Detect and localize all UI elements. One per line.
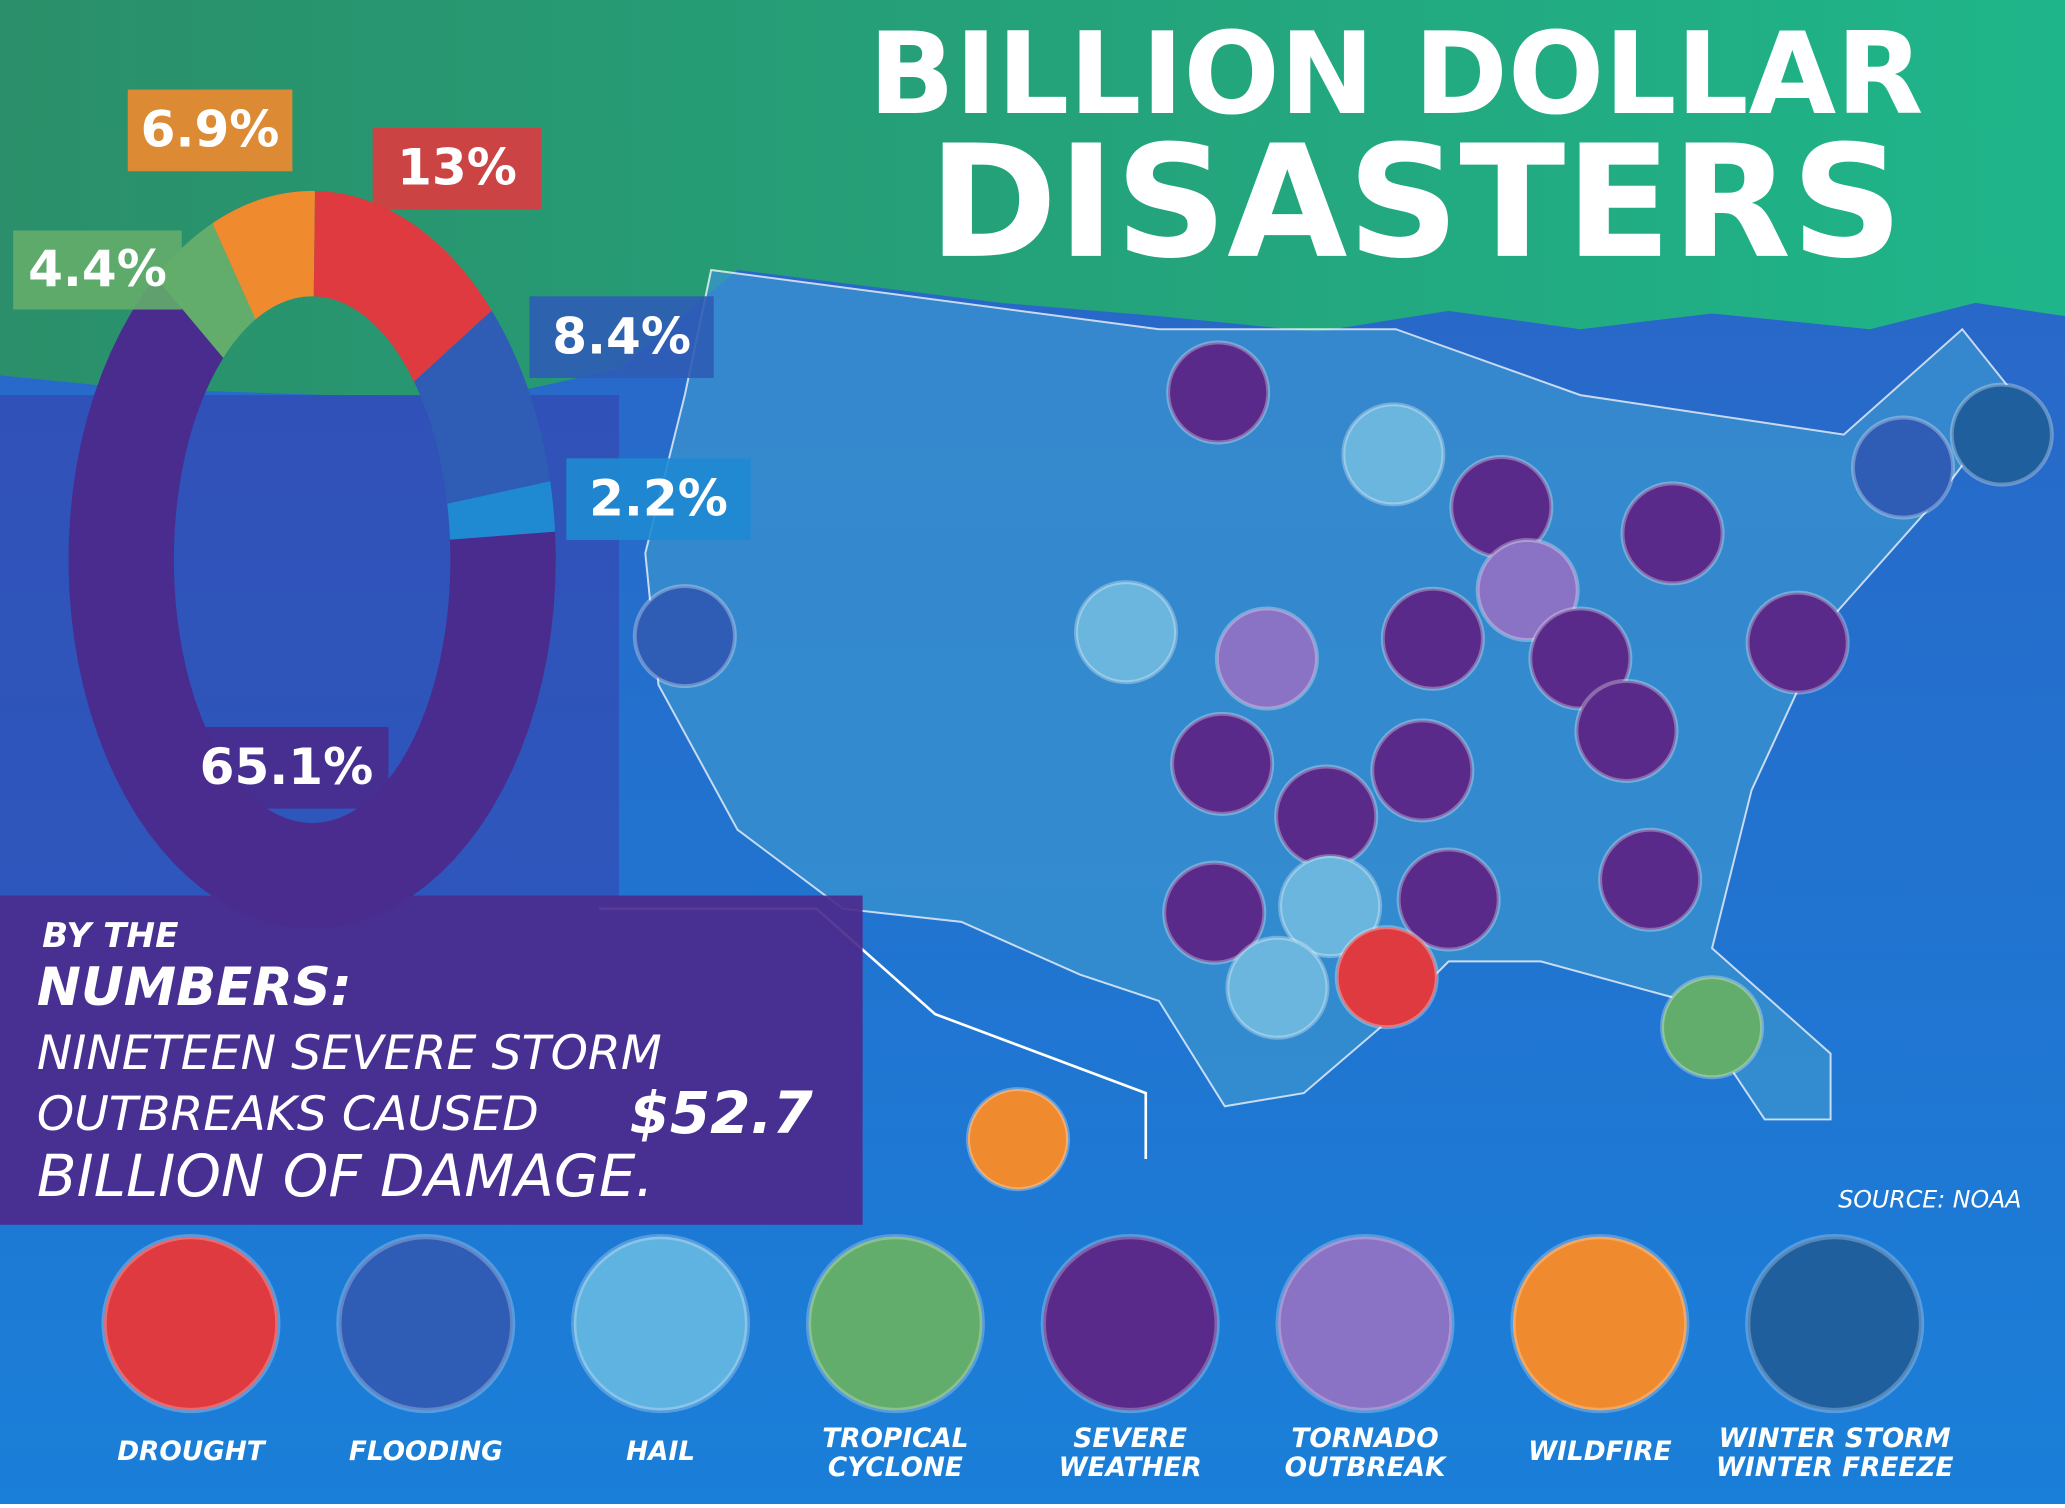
map-marker — [1850, 415, 1956, 520]
kicker: BY THE — [42, 916, 178, 956]
map-marker — [965, 1087, 1071, 1192]
legend-label: DROUGHT — [117, 1437, 267, 1467]
value-label-box — [529, 296, 714, 378]
map-marker — [1214, 606, 1319, 711]
legend-label: WINTER FREEZE — [1716, 1453, 1954, 1483]
legend-icon — [1040, 1234, 1220, 1414]
legend-icon — [1275, 1234, 1455, 1414]
value-label-box — [566, 458, 751, 540]
donut-slice — [447, 481, 556, 540]
legend-icon — [571, 1234, 751, 1414]
map-marker — [1620, 481, 1725, 586]
legend-icon — [336, 1234, 516, 1414]
legend-label: WINTER STORM — [1719, 1424, 1951, 1454]
map-marker — [1574, 678, 1679, 783]
map-marker — [1334, 925, 1439, 1030]
kicker: NUMBERS: — [37, 957, 352, 1018]
legend-label: TORNADO — [1291, 1424, 1438, 1454]
map-marker — [1528, 606, 1633, 711]
headline-line: OUTBREAKS CAUSED — [37, 1087, 539, 1142]
headline-line: BILLION OF DAMAGE. — [37, 1142, 654, 1210]
source: SOURCE: NOAA — [1838, 1186, 2021, 1214]
map-marker — [1170, 711, 1275, 816]
legend-label: WEATHER — [1059, 1453, 1202, 1483]
map-marker — [632, 584, 737, 689]
value-label: 65.1% — [200, 738, 374, 796]
legend-label: HAIL — [626, 1437, 695, 1467]
value-label-box — [372, 127, 542, 210]
headline-line: NINETEEN SEVERE STORM — [37, 1026, 662, 1081]
legend-label: CYCLONE — [828, 1453, 963, 1483]
map-marker — [1073, 580, 1179, 685]
map-marker — [1278, 854, 1383, 959]
map-marker — [1380, 586, 1485, 691]
donut-slice — [313, 190, 492, 382]
headline-box — [0, 895, 863, 1225]
legend-label: WILDFIRE — [1528, 1437, 1672, 1467]
value-label: 2.2% — [589, 469, 728, 527]
legend-label: SEVERE — [1073, 1424, 1187, 1454]
legend-icon — [1510, 1234, 1690, 1414]
legend-label: OUTBREAK — [1285, 1453, 1448, 1483]
map-marker — [1475, 537, 1580, 643]
legend-label: FLOODING — [349, 1437, 503, 1467]
headline-amount: $52.7 — [630, 1079, 814, 1147]
title-line: BILLION DOLLAR — [869, 8, 1924, 140]
map-marker — [1341, 402, 1446, 507]
map-marker — [1396, 847, 1501, 952]
donut-slice — [212, 190, 316, 320]
value-label: 4.4% — [28, 240, 167, 298]
donut-slice — [414, 310, 551, 504]
map-marker — [1274, 764, 1379, 869]
map-marker — [1162, 860, 1267, 965]
map-marker — [1598, 827, 1703, 932]
value-label-box — [184, 726, 389, 809]
legend-icon — [101, 1234, 281, 1414]
legend-icon — [1745, 1234, 1925, 1414]
legend-label: TROPICAL — [822, 1424, 968, 1454]
value-label: 8.4% — [552, 307, 691, 365]
money-band — [0, 0, 2065, 396]
map-marker — [1225, 935, 1330, 1040]
title-line: DISASTERS — [928, 112, 1903, 293]
map-marker — [1370, 718, 1475, 823]
map-marker — [1745, 590, 1850, 695]
value-label-box — [127, 89, 293, 172]
value-label: 13% — [397, 139, 517, 197]
map-marker — [1949, 382, 2054, 487]
value-label: 6.9% — [141, 101, 280, 159]
legend-icon — [805, 1234, 985, 1414]
map-marker — [1166, 340, 1271, 445]
map-marker — [1660, 975, 1765, 1080]
value-label-box — [13, 230, 182, 310]
